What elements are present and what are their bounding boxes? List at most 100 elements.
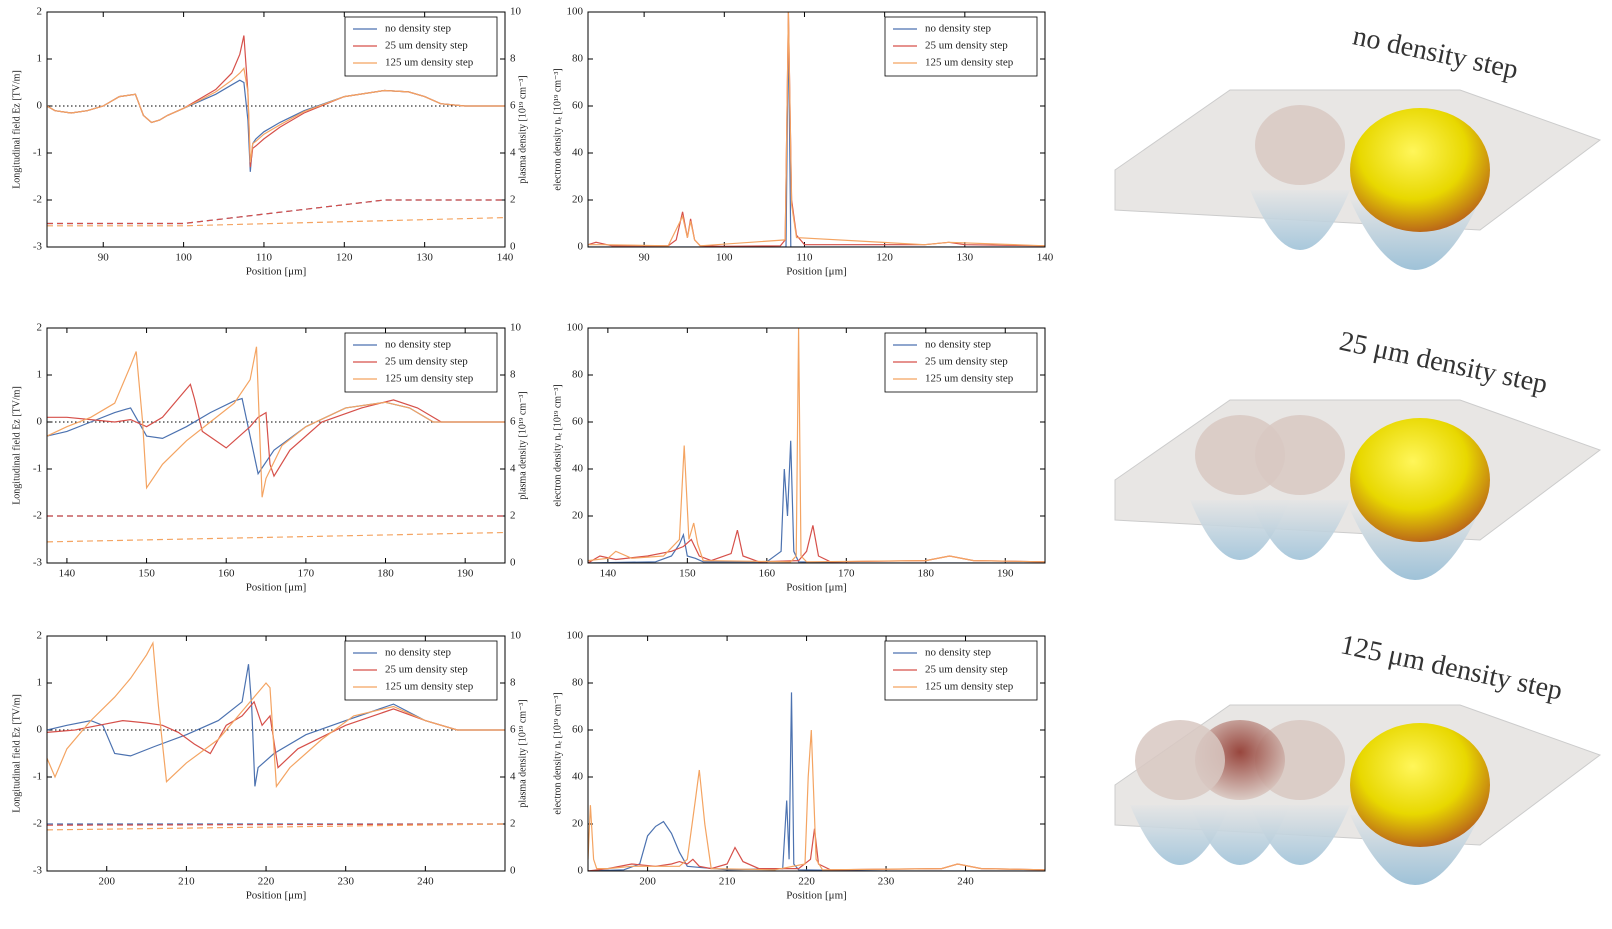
surface-well bbox=[1250, 190, 1350, 250]
density-line bbox=[47, 199, 505, 225]
plot: 90 100 110 120 130 140-3-2-10120246810Positio… bbox=[11, 6, 528, 278]
x-tick-label: 170 bbox=[838, 568, 855, 580]
x-tick-label: 210 bbox=[178, 876, 195, 888]
y-tick-label: -1 bbox=[33, 463, 42, 475]
y-tick-label: -2 bbox=[33, 818, 42, 830]
y-tick-label: 80 bbox=[572, 369, 584, 381]
surface-bump bbox=[1135, 720, 1225, 800]
y-tick-label: 0 bbox=[578, 865, 584, 877]
y2-axis-label: plasma density [10¹⁹ cm⁻³] bbox=[517, 699, 528, 807]
x-tick-label: 90 bbox=[98, 252, 110, 264]
y2-tick-label: 6 bbox=[510, 416, 516, 428]
legend-label: no density step bbox=[385, 647, 451, 659]
plot: 200 210 220 230 240 0 20 40 60 80 100 Position [μm]… bbox=[552, 630, 1046, 902]
y-tick-label: 2 bbox=[37, 322, 43, 334]
series-line bbox=[47, 700, 505, 769]
surface-dome bbox=[1350, 723, 1490, 847]
density-line bbox=[47, 199, 505, 225]
surface-well bbox=[1190, 500, 1290, 560]
y-tick-label: 60 bbox=[572, 100, 584, 112]
y2-tick-label: 10 bbox=[510, 630, 522, 642]
x-tick-label: 180 bbox=[377, 568, 394, 580]
y2-tick-label: 4 bbox=[510, 771, 516, 783]
x-tick-label: 150 bbox=[138, 568, 155, 580]
surface-dome bbox=[1350, 108, 1490, 232]
series-line bbox=[47, 383, 505, 478]
legend-label: no density step bbox=[925, 647, 991, 659]
y-axis-label: electron density nₑ [10¹⁹ cm⁻³] bbox=[552, 68, 563, 190]
density-line bbox=[47, 823, 505, 831]
plot: 140 150 160 170 180 190 0 20 40 60 80 100 Position [… bbox=[552, 322, 1046, 594]
series-line bbox=[47, 79, 505, 172]
y-axis-label: Longitudinal field Ez [TV/m] bbox=[11, 70, 22, 189]
surface-bump bbox=[1195, 415, 1285, 495]
x-tick-label: 120 bbox=[336, 252, 353, 264]
y-tick-label: -1 bbox=[33, 771, 42, 783]
render-panel: no density step bbox=[1114, 20, 1602, 270]
y-tick-label: 0 bbox=[37, 100, 43, 112]
x-tick-label: 200 bbox=[639, 876, 656, 888]
x-tick-label: 140 bbox=[600, 568, 617, 580]
x-tick-label: 160 bbox=[218, 568, 235, 580]
series-line bbox=[588, 525, 1045, 563]
series-line bbox=[47, 664, 505, 787]
x-tick-label: 240 bbox=[417, 876, 434, 888]
series-line bbox=[47, 397, 505, 476]
y2-tick-label: 8 bbox=[510, 677, 516, 689]
y2-tick-label: 2 bbox=[510, 194, 516, 206]
legend-label: 25 um density step bbox=[925, 40, 1008, 52]
x-tick-label: 150 bbox=[679, 568, 696, 580]
y-tick-label: 60 bbox=[572, 416, 584, 428]
y2-tick-label: 10 bbox=[510, 322, 522, 334]
x-tick-label: 130 bbox=[957, 252, 974, 264]
y-tick-label: 0 bbox=[578, 557, 584, 569]
series-line bbox=[588, 729, 1045, 871]
surface-well bbox=[1130, 805, 1230, 865]
x-axis-label: Position [μm] bbox=[246, 582, 307, 594]
y-axis-label: electron density nₑ [10¹⁹ cm⁻³] bbox=[552, 384, 563, 506]
plot: 90 100 110 120 130 140 0 20 40 60 80 100 Position [μ… bbox=[552, 6, 1053, 278]
y2-tick-label: 4 bbox=[510, 147, 516, 159]
y-tick-label: 80 bbox=[572, 53, 584, 65]
y2-tick-label: 6 bbox=[510, 100, 516, 112]
legend-label: 25 um density step bbox=[385, 664, 468, 676]
x-axis-label: Position [μm] bbox=[786, 266, 847, 278]
y-tick-label: 0 bbox=[37, 724, 43, 736]
render-title: no density step bbox=[1350, 20, 1521, 85]
x-tick-label: 190 bbox=[457, 568, 474, 580]
y-tick-label: 1 bbox=[37, 53, 43, 65]
density-line bbox=[47, 823, 505, 826]
plot-frame bbox=[587, 11, 1046, 248]
x-tick-label: 130 bbox=[416, 252, 433, 264]
y2-tick-label: 8 bbox=[510, 369, 516, 381]
x-tick-label: 140 bbox=[59, 568, 76, 580]
x-tick-label: 140 bbox=[1037, 252, 1054, 264]
legend-label: 125 um density step bbox=[385, 373, 474, 385]
plot-frame bbox=[46, 635, 506, 872]
y-axis-label: Longitudinal field Ez [TV/m] bbox=[11, 694, 22, 813]
y2-axis-label: plasma density [10¹⁹ cm⁻³] bbox=[517, 391, 528, 499]
series-line bbox=[588, 828, 1045, 871]
y2-tick-label: 2 bbox=[510, 510, 516, 522]
x-tick-label: 110 bbox=[256, 252, 273, 264]
x-tick-label: 240 bbox=[957, 876, 974, 888]
plot: 200 210 220 230 240 -3 -2 -1 0 1 2 0 2 4 6 8 10 Position … bbox=[11, 630, 528, 902]
density-line bbox=[47, 217, 505, 227]
y2-tick-label: 2 bbox=[510, 818, 516, 830]
render-panel: 25 μm density step bbox=[1114, 326, 1602, 580]
legend-label: 25 um density step bbox=[385, 356, 468, 368]
y2-tick-label: 10 bbox=[510, 6, 522, 18]
x-tick-label: 140 bbox=[497, 252, 514, 264]
legend-label: 125 um density step bbox=[925, 57, 1014, 69]
x-tick-label: 180 bbox=[918, 568, 935, 580]
x-tick-label: 100 bbox=[175, 252, 192, 264]
x-axis-label: Position [μm] bbox=[786, 890, 847, 902]
x-tick-label: 100 bbox=[716, 252, 733, 264]
y-tick-label: -3 bbox=[33, 241, 43, 253]
y-tick-label: 2 bbox=[37, 630, 43, 642]
series-line bbox=[47, 640, 505, 789]
x-tick-label: 190 bbox=[997, 568, 1014, 580]
density-line bbox=[47, 531, 505, 543]
legend-label: no density step bbox=[385, 23, 451, 35]
surface-dome bbox=[1350, 418, 1490, 542]
